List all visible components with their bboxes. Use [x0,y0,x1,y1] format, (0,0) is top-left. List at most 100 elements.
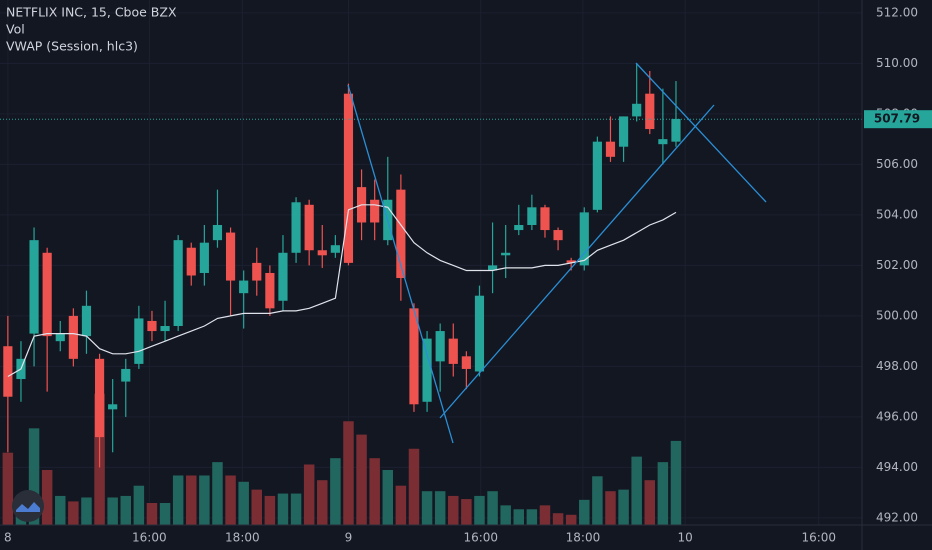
volume-pane [2,393,682,525]
candle-body [579,212,589,266]
candle-body [618,116,629,147]
volume-bar [303,464,315,525]
volume-bar [290,493,302,525]
volume-bar [212,462,223,525]
volume-bar [631,456,642,525]
candle-body [658,139,668,145]
y-tick-label: 504.00 [876,207,918,221]
grid [0,0,862,525]
volume-bar [657,462,669,525]
axes: 492.00 494.00 496.00 498.00 500.00 502.00 504.… [4,5,932,545]
volume-bar [513,509,525,525]
volume-bar [251,489,263,525]
volume-bar [133,485,145,525]
x-tick-label: 18:00 [566,531,601,545]
candle-body [173,240,183,327]
volume-bar [369,458,380,525]
volume-bar [199,475,210,525]
volume-bar [408,448,420,525]
trend-line [439,104,715,419]
candle-body [435,331,445,362]
candle-body [396,189,406,279]
candle-body [501,252,511,256]
volume-bar [618,489,629,525]
volume-bar [487,491,498,525]
candle-body [540,207,550,231]
volume-bar [28,428,40,525]
candle-body [671,118,681,142]
x-tick-label: 10 [678,531,693,545]
volume-bar [500,505,511,525]
volume-bar [605,491,616,525]
candle-body [448,338,458,364]
candle-body [566,260,576,263]
candle-body [81,305,92,337]
candle-body [317,250,327,256]
candle-body [330,245,340,253]
volume-bar [317,480,328,525]
y-tick-label: 492.00 [876,510,918,524]
volume-bar [238,481,249,525]
candle-body [252,262,262,281]
volume-bar [68,501,79,525]
volume-bar [264,495,276,525]
candle-body [343,93,354,263]
y-tick-label: 512.00 [876,5,918,19]
candle-body [186,247,196,276]
indicator-label: VWAP (Session, hlc3) [6,39,138,54]
volume-bar [382,469,394,525]
volume-bar [474,495,485,525]
candle-body [409,308,419,405]
last-price-tag [864,110,932,129]
volume-bar [225,475,236,525]
trend-line [347,84,454,444]
candle-body [474,295,485,372]
trend-line [635,62,767,203]
volume-bar [565,514,577,525]
candle-body [592,141,602,210]
volume-bar [277,493,289,525]
candle-body [199,242,209,273]
volume-bar [2,452,14,525]
candle-body [42,252,52,337]
volume-bar [526,509,538,525]
y-tick-label: 494.00 [876,460,918,474]
volume-bar [146,502,158,525]
candle-body [134,318,144,364]
candle-body [553,230,563,241]
volume-bar [539,505,551,525]
candle-body [422,338,432,402]
candle-body [108,404,118,410]
volume-bar [120,495,132,525]
x-tick-label: 8 [4,531,12,545]
candle-body [225,232,236,281]
candle-body [487,265,498,271]
candle-body [265,272,275,309]
volume-bar [592,476,603,525]
indicator-label: Vol [6,22,25,37]
candle-body [605,141,616,157]
volume-bar [159,502,171,525]
candle-body [278,252,288,301]
x-tick-label: 16:00 [132,531,167,545]
candle-body [160,326,170,332]
x-tick-label: 9 [345,531,353,545]
last-price-label: 507.79 [874,112,920,126]
trend-lines [347,62,767,444]
volume-bar [41,469,53,525]
x-tick-label: 16:00 [801,531,836,545]
candle-body [68,315,78,359]
x-tick-label: 16:00 [463,531,498,545]
volume-bar [55,495,66,525]
vwap-line [7,204,677,378]
candle-body [29,240,39,334]
candle-body [632,103,642,117]
y-tick-label: 510.00 [876,56,918,70]
volume-bar [343,421,354,525]
y-tick-label: 506.00 [876,157,918,171]
candle-body [370,199,380,223]
logo [12,490,44,522]
chart-title: NETFLIX INC, 15, Cboe BZX [6,5,177,20]
candle-body [55,333,65,342]
